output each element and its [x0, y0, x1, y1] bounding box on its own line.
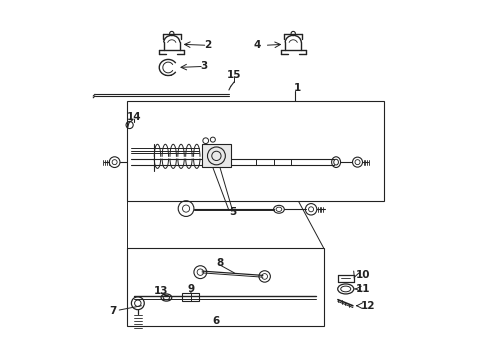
Text: 3: 3 — [200, 62, 208, 71]
Text: 14: 14 — [127, 112, 142, 122]
Bar — [202, 144, 231, 167]
Text: 12: 12 — [361, 301, 375, 311]
Text: 9: 9 — [188, 284, 195, 294]
Bar — [127, 102, 384, 202]
Text: 13: 13 — [154, 286, 168, 296]
Text: 15: 15 — [227, 69, 242, 80]
Bar — [127, 248, 323, 327]
Text: 6: 6 — [213, 316, 220, 326]
Text: 5: 5 — [229, 207, 236, 217]
Text: 2: 2 — [204, 40, 211, 50]
Bar — [182, 293, 198, 301]
Text: 1: 1 — [294, 83, 301, 93]
Text: 10: 10 — [356, 270, 370, 280]
Text: 4: 4 — [254, 40, 261, 50]
Text: 8: 8 — [217, 258, 223, 268]
Text: 11: 11 — [356, 284, 370, 294]
Text: 7: 7 — [109, 306, 117, 316]
